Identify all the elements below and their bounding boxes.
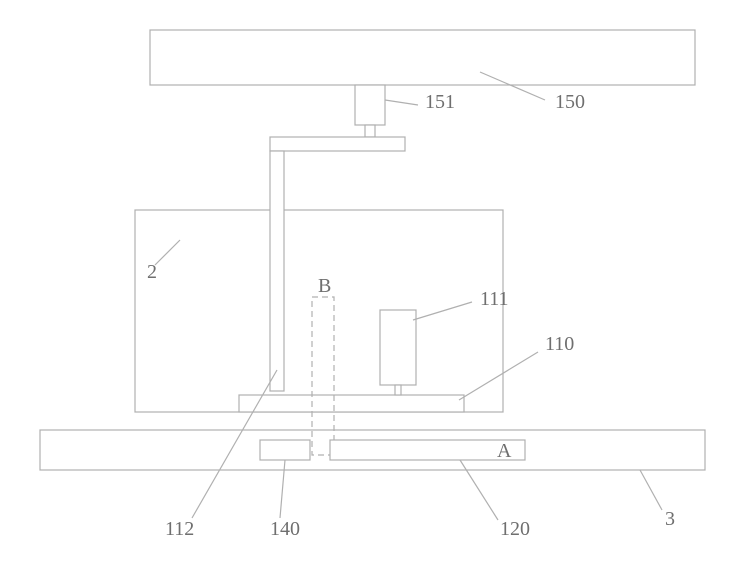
ref-3-leader: [640, 470, 662, 510]
ref-120-label: 120: [500, 518, 530, 540]
motor-151: [355, 85, 385, 125]
slot-120: [330, 440, 525, 460]
ref-140-label: 140: [270, 518, 300, 540]
shaft-151: [365, 125, 375, 137]
arm-horizontal: [270, 137, 405, 151]
ref-110-label: 110: [545, 333, 574, 355]
ref-a-label: A: [497, 440, 512, 462]
technical-diagram: 150 151 2 B 111 110 A 3 120 140 112: [0, 0, 748, 581]
block-2: [135, 210, 503, 412]
top-bar-150: [150, 30, 695, 85]
ref-112-label: 112: [165, 518, 194, 540]
block-111: [380, 310, 416, 385]
plate-110: [239, 395, 464, 412]
ref-151-leader: [385, 100, 418, 105]
arm-vertical-112: [270, 151, 284, 391]
ref-3-label: 3: [665, 508, 675, 530]
ref-b-label: B: [318, 275, 331, 297]
ref-150-label: 150: [555, 91, 585, 113]
ref-111-label: 111: [480, 288, 509, 310]
ref-151-label: 151: [425, 91, 455, 113]
peg-111: [395, 385, 401, 395]
slot-140: [260, 440, 310, 460]
ref-2-label: 2: [147, 261, 157, 283]
